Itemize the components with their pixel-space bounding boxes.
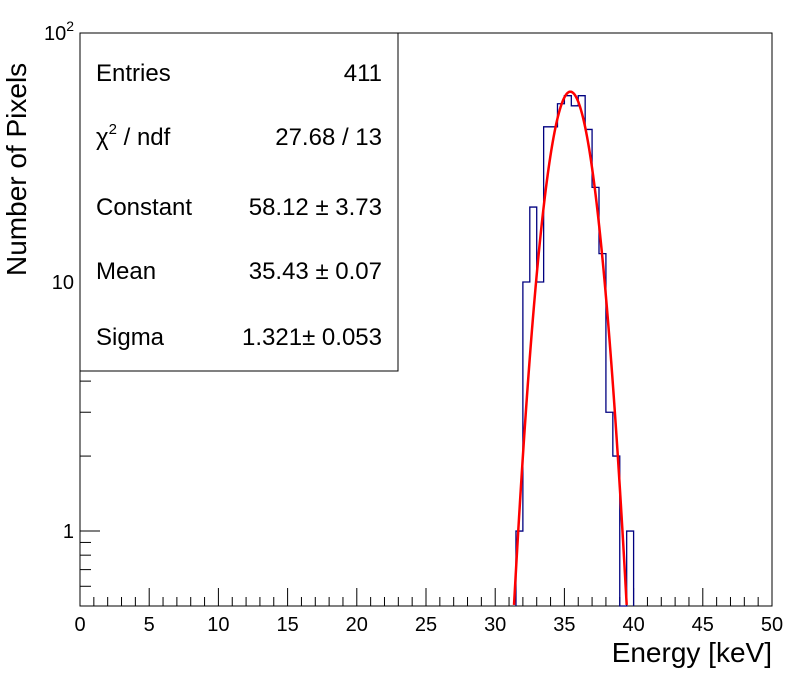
stats-value-entries: 411	[344, 60, 382, 87]
stats-box-frame	[79, 32, 399, 372]
histogram-outline	[515, 95, 635, 607]
x-tick-label: 5	[144, 614, 155, 636]
x-tick-label: 35	[553, 614, 575, 636]
stats-label-sigma: Sigma	[96, 324, 165, 351]
x-tick-label: 0	[74, 614, 85, 636]
x-tick-label: 25	[415, 614, 437, 636]
x-tick-label: 20	[346, 614, 368, 636]
stats-value-constant: 58.12 ± 3.73	[249, 194, 382, 221]
x-tick-label: 50	[761, 614, 783, 636]
chi2-superscript: 2	[109, 121, 117, 138]
gaussian-fit	[512, 90, 628, 606]
y-axis-title: Number of Pixels	[1, 63, 32, 276]
stats-value-sigma: 1.321± 0.053	[242, 324, 382, 351]
stats-value-chi2: 27.68 / 13	[275, 124, 382, 151]
x-tick-label: 40	[622, 614, 644, 636]
x-axis-title: Energy [keV]	[612, 637, 772, 668]
stats-label-mean: Mean	[96, 258, 156, 285]
stats-label-chi2: χ2 / ndf	[96, 121, 171, 151]
y-tick-label: 10	[52, 272, 74, 294]
stats-label-entries: Entries	[96, 60, 171, 87]
stats-box: Entries 411 χ2 / ndf 27.68 / 13 Constant…	[79, 32, 399, 372]
x-tick-label: 30	[484, 614, 506, 636]
y-tick-label: 1	[63, 521, 74, 543]
x-tick-label: 15	[276, 614, 298, 636]
x-tick-label: 10	[207, 614, 229, 636]
stats-value-mean: 35.43 ± 0.07	[249, 258, 382, 285]
x-tick-label: 45	[692, 614, 714, 636]
x-axis-ticks: 0 5 10 15 20 25 30 35 40 45 50	[74, 588, 783, 636]
histogram-series	[515, 95, 635, 607]
stats-label-constant: Constant	[96, 194, 192, 221]
fit-curve	[512, 90, 628, 606]
y-tick-label: 102	[44, 18, 74, 45]
